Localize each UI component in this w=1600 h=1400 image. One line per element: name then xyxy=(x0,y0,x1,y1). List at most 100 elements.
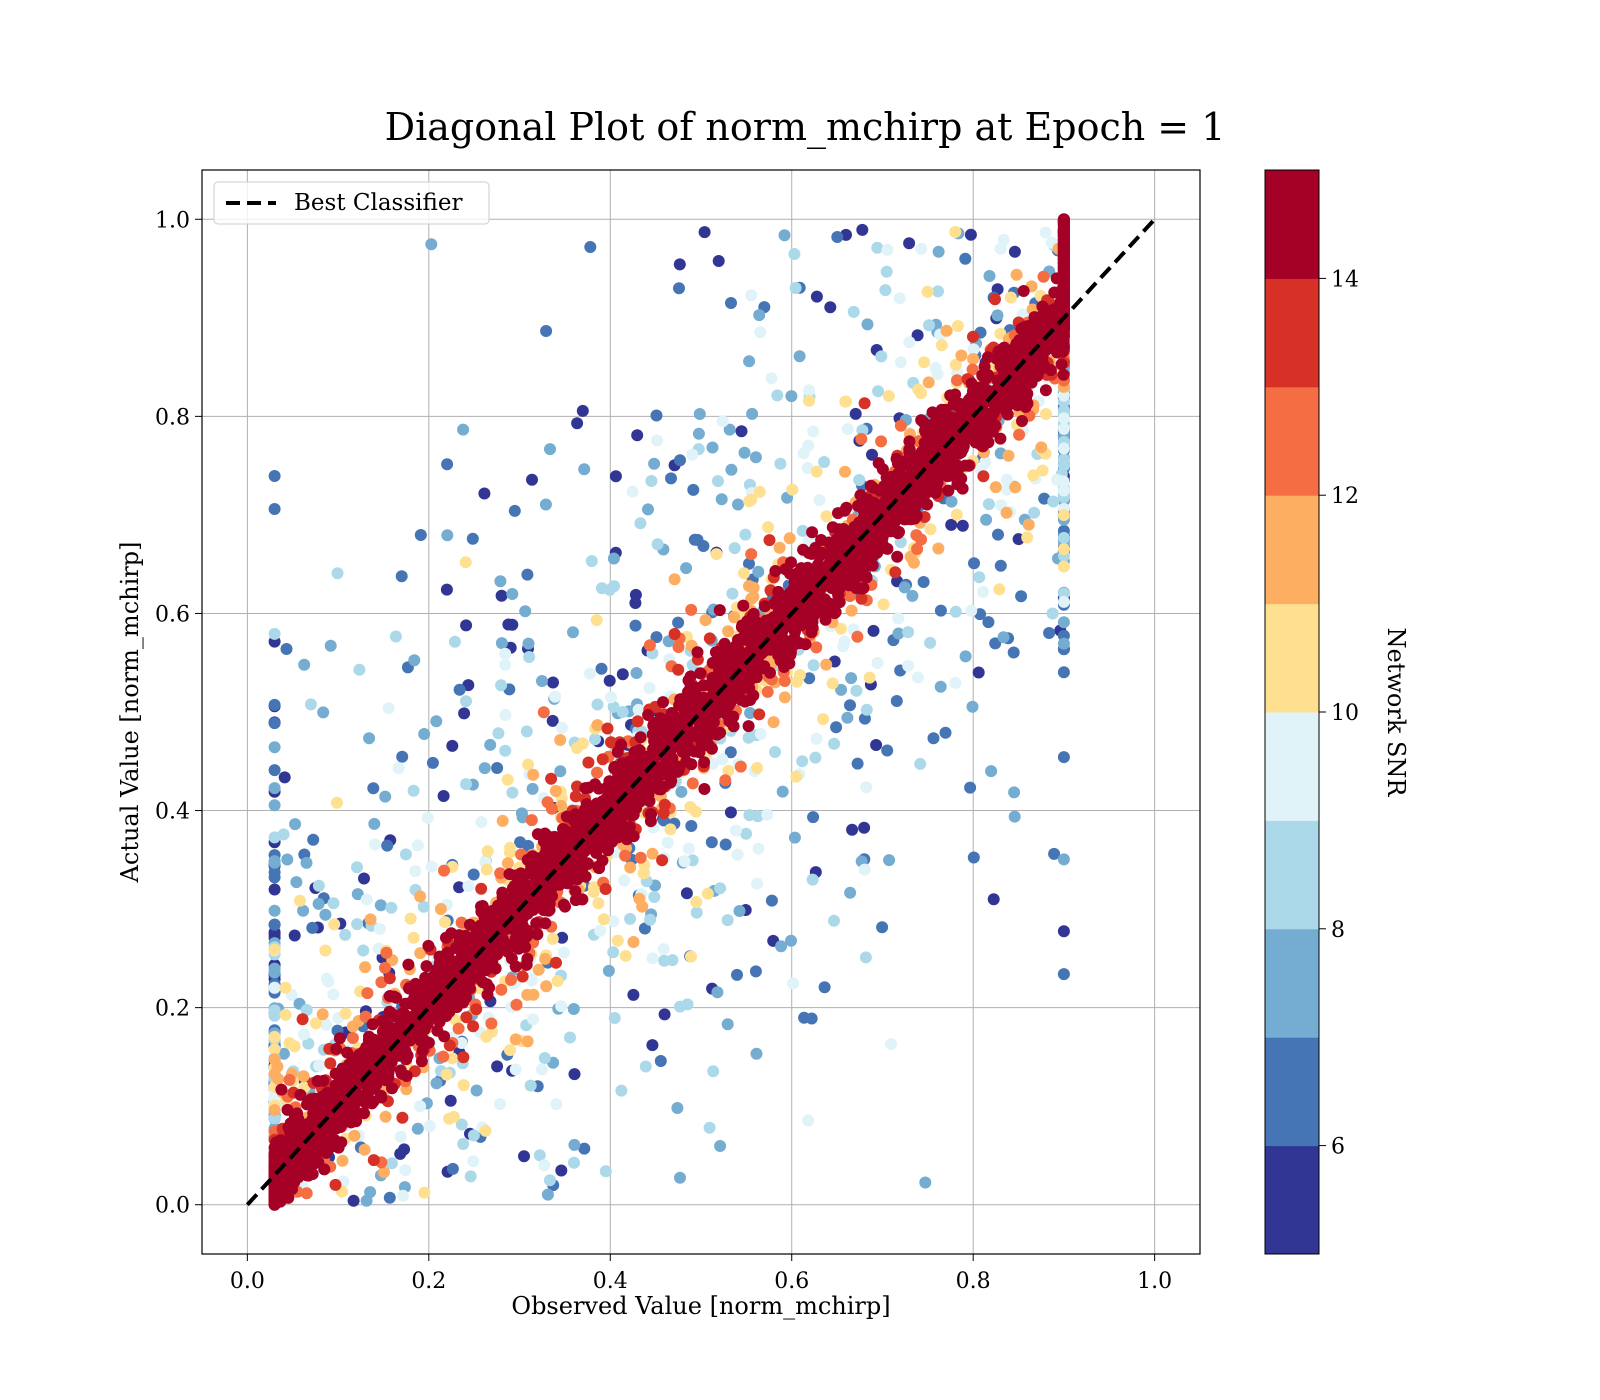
scatter-point xyxy=(691,533,704,546)
scatter-point xyxy=(573,857,586,870)
scatter-point xyxy=(1047,495,1060,508)
scatter-point xyxy=(726,587,739,600)
scatter-point xyxy=(417,984,430,997)
scatter-point xyxy=(778,229,791,242)
scatter-point xyxy=(705,836,718,849)
scatter-point xyxy=(934,429,947,442)
scatter-point xyxy=(374,899,387,912)
scatter-point xyxy=(467,1129,480,1142)
scatter-point xyxy=(1057,666,1070,679)
scatter-point xyxy=(629,597,642,609)
scatter-point xyxy=(1048,847,1061,860)
scatter-point xyxy=(539,498,552,511)
scatter-point xyxy=(898,581,911,594)
scatter-point xyxy=(882,390,895,402)
scatter-point xyxy=(1008,786,1021,799)
scatter-point xyxy=(668,573,681,586)
scatter-point xyxy=(479,1124,492,1137)
scatter-point xyxy=(863,671,876,684)
scatter-point xyxy=(1010,338,1023,350)
scatter-point xyxy=(751,762,764,774)
scatter-point xyxy=(521,568,534,581)
scatter-point xyxy=(578,463,591,476)
scatter-point xyxy=(1015,590,1028,603)
scatter-point xyxy=(820,658,833,671)
scatter-point xyxy=(538,889,551,902)
scatter-point xyxy=(414,529,427,541)
scatter-point xyxy=(872,385,885,398)
scatter-point xyxy=(480,1030,493,1043)
scatter-point xyxy=(385,1157,398,1170)
scatter-point xyxy=(852,499,864,512)
scatter-point xyxy=(851,757,864,770)
scatter-point xyxy=(624,912,637,925)
scatter-point xyxy=(1057,968,1070,981)
scatter-point xyxy=(691,646,704,659)
scatter-point xyxy=(438,916,451,929)
scatter-point xyxy=(711,986,724,999)
scatter-point xyxy=(291,1107,304,1120)
scatter-point xyxy=(674,454,686,467)
scatter-point xyxy=(1036,464,1049,477)
scatter-point xyxy=(505,952,518,965)
scatter-point xyxy=(522,839,535,852)
scatter-point xyxy=(478,762,491,775)
scatter-point xyxy=(903,336,916,349)
scatter-point xyxy=(698,756,711,769)
scatter-point xyxy=(883,854,896,867)
scatter-point xyxy=(646,952,659,965)
scatter-point xyxy=(545,772,558,785)
scatter-point xyxy=(630,667,643,679)
scatter-point xyxy=(803,384,816,397)
scatter-point xyxy=(346,1075,359,1088)
scatter-point xyxy=(944,389,957,402)
scatter-point xyxy=(268,627,281,640)
scatter-point xyxy=(288,929,301,942)
scatter-point xyxy=(1037,270,1050,283)
scatter-point xyxy=(283,1073,296,1086)
scatter-point xyxy=(425,860,438,873)
scatter-point xyxy=(785,390,798,403)
scatter-point xyxy=(441,529,454,542)
scatter-point xyxy=(268,943,281,956)
scatter-point xyxy=(719,838,732,851)
scatter-point xyxy=(272,1073,285,1085)
scatter-point xyxy=(981,351,994,364)
scatter-point xyxy=(866,448,878,461)
scatter-point xyxy=(982,616,995,629)
scatter-point xyxy=(1009,481,1022,494)
scatter-point xyxy=(597,913,610,926)
scatter-point xyxy=(627,936,640,948)
scatter-point xyxy=(494,867,507,880)
scatter-point xyxy=(706,441,719,454)
scatter-point xyxy=(268,1009,281,1022)
scatter-point xyxy=(268,962,281,975)
scatter-point xyxy=(320,1018,333,1031)
scatter-point xyxy=(917,576,930,588)
scatter-point xyxy=(268,981,281,994)
scatter-point xyxy=(584,667,596,680)
scatter-point xyxy=(915,242,928,255)
scatter-point xyxy=(532,963,545,976)
scatter-point xyxy=(496,814,509,827)
scatter-point xyxy=(830,721,843,734)
scatter-point xyxy=(268,764,281,777)
scatter-point xyxy=(376,1015,389,1028)
scatter-point xyxy=(788,632,801,645)
scatter-point xyxy=(927,732,940,745)
scatter-point xyxy=(1017,321,1029,334)
scatter-point xyxy=(989,637,1002,650)
scatter-point xyxy=(443,1039,456,1052)
scatter-point xyxy=(871,241,884,254)
scatter-point xyxy=(753,708,766,721)
scatter-point xyxy=(358,1107,370,1120)
scatter-point xyxy=(418,728,431,740)
scatter-point xyxy=(964,228,977,241)
scatter-point xyxy=(568,1138,581,1151)
scatter-point xyxy=(459,556,472,569)
scatter-point xyxy=(747,689,760,702)
scatter-point xyxy=(281,853,294,866)
scatter-point xyxy=(932,285,944,298)
scatter-point xyxy=(997,631,1010,644)
scatter-point xyxy=(631,429,644,442)
